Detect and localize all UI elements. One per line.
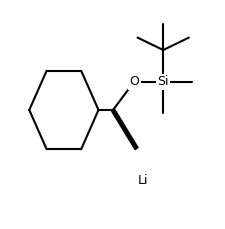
Text: Li: Li [137, 174, 148, 187]
Text: O: O [129, 75, 139, 88]
Text: Si: Si [157, 75, 168, 88]
